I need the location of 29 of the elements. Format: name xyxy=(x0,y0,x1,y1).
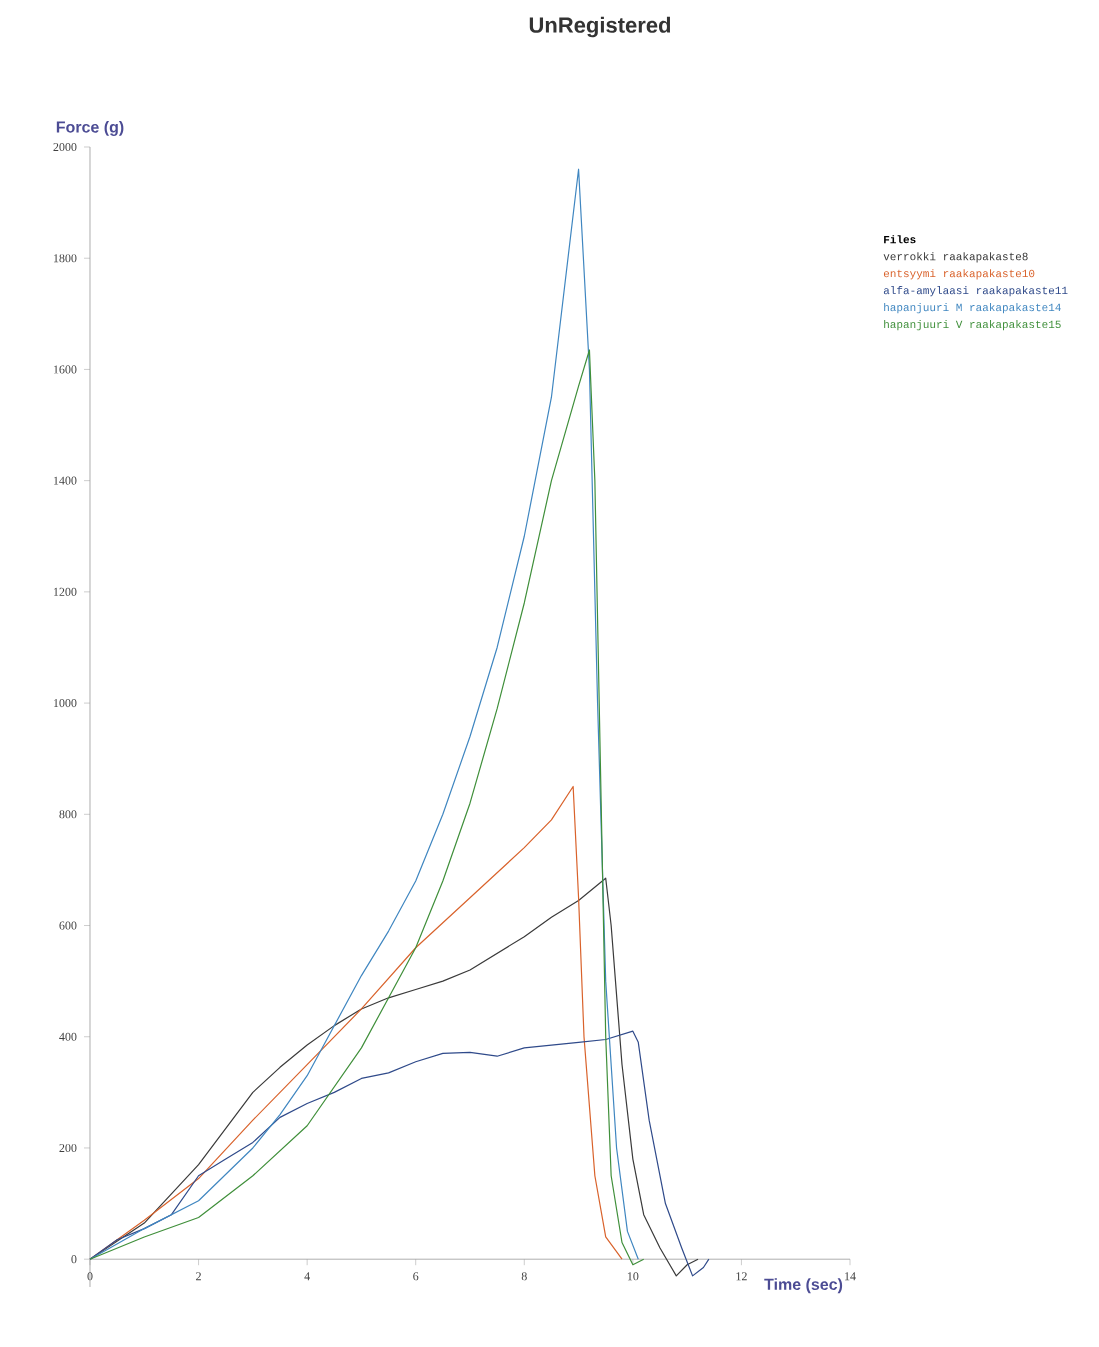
y-tick-label: 1000 xyxy=(54,699,77,708)
x-tick-label: 4 xyxy=(304,1272,310,1281)
text: entsyymi raakapakaste10 xyxy=(883,269,1035,280)
y-tick-label: 1200 xyxy=(54,587,77,596)
x-tick-label: 14 xyxy=(845,1272,856,1281)
line-series xyxy=(89,349,645,1266)
chart-title: UnRegistered xyxy=(529,16,671,38)
y-axis-title: Force (g) xyxy=(56,120,124,136)
x-tick-label: 10 xyxy=(627,1272,639,1281)
x-tick-label: 12 xyxy=(736,1272,747,1281)
y-tick-label: 1400 xyxy=(54,476,77,485)
x-tick-label: 6 xyxy=(413,1272,419,1281)
text: hapanjuuri V raakapakaste15 xyxy=(884,320,1061,331)
y-tick-label: 2000 xyxy=(53,142,77,152)
y-tick-label: 200 xyxy=(59,1143,77,1153)
x-tick-label: 8 xyxy=(521,1272,527,1281)
y-tick-label: 1800 xyxy=(54,254,77,263)
y-tick-label: 0 xyxy=(71,1255,77,1264)
x-tick-label: 2 xyxy=(196,1272,201,1281)
legend-title: Files xyxy=(884,235,916,244)
y-tick-label: 600 xyxy=(59,921,77,930)
text: alfa-amylaasi raakapakaste11 xyxy=(883,286,1068,297)
y-tick-label: 1600 xyxy=(54,365,77,374)
y-tick-label: 800 xyxy=(59,810,77,819)
text: hapanjuuri M raakapakaste14 xyxy=(884,303,1061,314)
y-tick-label: 400 xyxy=(59,1032,77,1041)
x-tick-label: 0 xyxy=(87,1272,93,1281)
text: verrokki raakapakaste8 xyxy=(883,252,1028,263)
x-axis-title: Time (sec) xyxy=(764,1278,843,1294)
